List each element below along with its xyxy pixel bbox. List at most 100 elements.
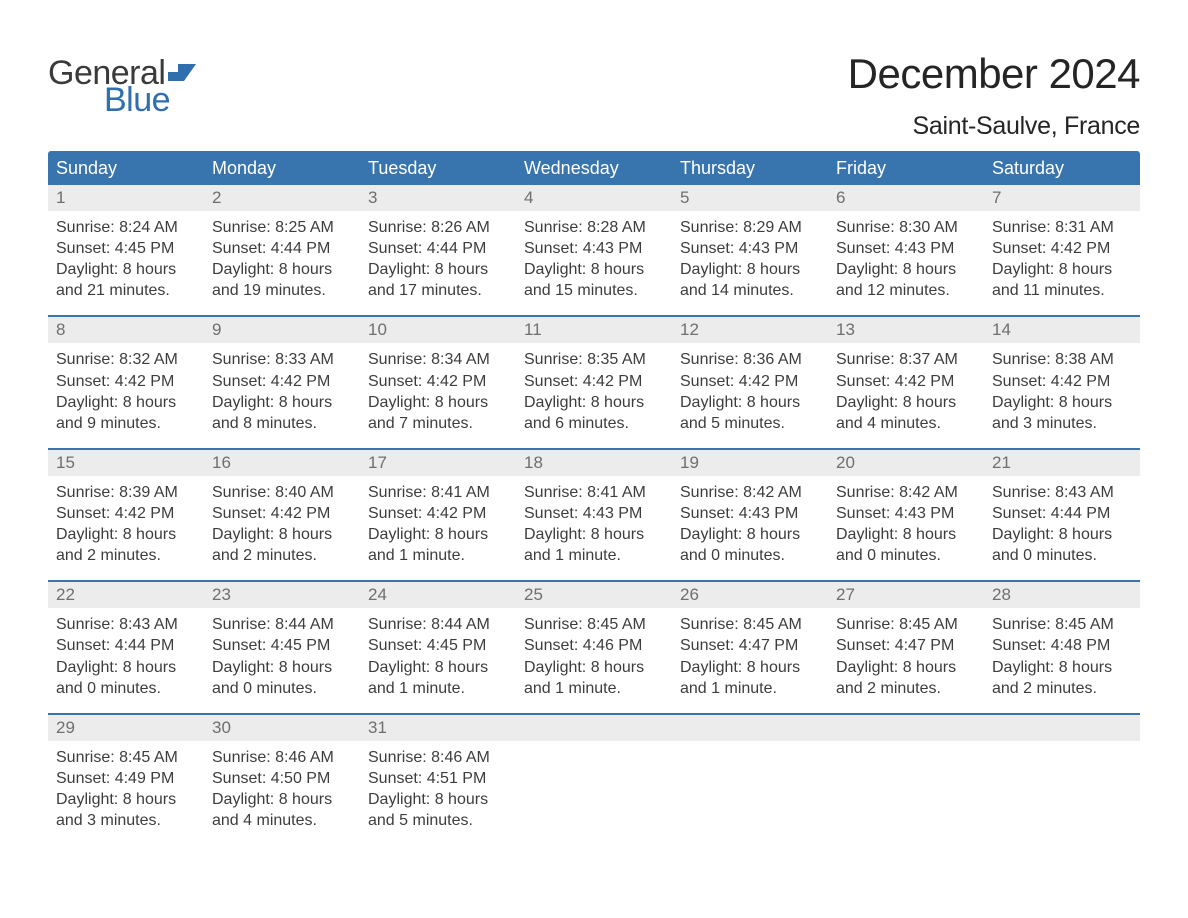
- day-line-sunset: Sunset: 4:47 PM: [836, 635, 978, 656]
- day-number-strip: 11: [516, 317, 672, 343]
- day-line-day2: and 15 minutes.: [524, 280, 666, 301]
- day-cell: 31Sunrise: 8:46 AMSunset: 4:51 PMDayligh…: [360, 715, 516, 845]
- day-line-day2: and 3 minutes.: [992, 413, 1134, 434]
- day-line-sunset: Sunset: 4:48 PM: [992, 635, 1134, 656]
- weeks-container: 1Sunrise: 8:24 AMSunset: 4:45 PMDaylight…: [48, 185, 1140, 845]
- day-line-day1: Daylight: 8 hours: [680, 392, 822, 413]
- day-line-sunset: Sunset: 4:42 PM: [836, 371, 978, 392]
- day-number: 6: [828, 185, 984, 211]
- page: General Blue December 2024 Saint-Saulve,…: [0, 0, 1188, 918]
- day-line-sunset: Sunset: 4:42 PM: [368, 371, 510, 392]
- weekday-header-row: Sunday Monday Tuesday Wednesday Thursday…: [48, 151, 1140, 185]
- day-number: 16: [204, 450, 360, 476]
- day-line-sunrise: Sunrise: 8:37 AM: [836, 349, 978, 370]
- day-line-sunset: Sunset: 4:42 PM: [212, 371, 354, 392]
- day-line-day2: and 0 minutes.: [836, 545, 978, 566]
- day-number: 4: [516, 185, 672, 211]
- day-line-sunrise: Sunrise: 8:33 AM: [212, 349, 354, 370]
- day-number: 23: [204, 582, 360, 608]
- day-cell: 28Sunrise: 8:45 AMSunset: 4:48 PMDayligh…: [984, 582, 1140, 712]
- day-cell: 16Sunrise: 8:40 AMSunset: 4:42 PMDayligh…: [204, 450, 360, 580]
- week-row: 22Sunrise: 8:43 AMSunset: 4:44 PMDayligh…: [48, 580, 1140, 712]
- day-line-sunrise: Sunrise: 8:46 AM: [212, 747, 354, 768]
- day-cell: 7Sunrise: 8:31 AMSunset: 4:42 PMDaylight…: [984, 185, 1140, 315]
- day-line-day1: Daylight: 8 hours: [212, 392, 354, 413]
- day-line-sunset: Sunset: 4:42 PM: [56, 371, 198, 392]
- day-line-day2: and 2 minutes.: [836, 678, 978, 699]
- day-line-sunset: Sunset: 4:42 PM: [368, 503, 510, 524]
- day-line-day1: Daylight: 8 hours: [992, 524, 1134, 545]
- day-number: 18: [516, 450, 672, 476]
- day-number-strip: 27: [828, 582, 984, 608]
- day-line-day2: and 17 minutes.: [368, 280, 510, 301]
- weekday-header: Monday: [204, 151, 360, 185]
- day-line-sunset: Sunset: 4:44 PM: [368, 238, 510, 259]
- day-line-day1: Daylight: 8 hours: [524, 392, 666, 413]
- day-number: 29: [48, 715, 204, 741]
- day-line-day1: Daylight: 8 hours: [368, 524, 510, 545]
- day-line-sunset: Sunset: 4:42 PM: [992, 238, 1134, 259]
- day-body: [516, 741, 672, 761]
- day-body: Sunrise: 8:41 AMSunset: 4:43 PMDaylight:…: [516, 476, 672, 580]
- day-line-sunset: Sunset: 4:43 PM: [524, 238, 666, 259]
- day-number: 27: [828, 582, 984, 608]
- day-number-strip: 20: [828, 450, 984, 476]
- brand-blue-text: Blue: [104, 83, 196, 117]
- day-line-day1: Daylight: 8 hours: [836, 657, 978, 678]
- calendar: Sunday Monday Tuesday Wednesday Thursday…: [48, 151, 1140, 845]
- day-number-strip: 24: [360, 582, 516, 608]
- day-line-day2: and 3 minutes.: [56, 810, 198, 831]
- day-number-strip: 12: [672, 317, 828, 343]
- day-line-sunset: Sunset: 4:43 PM: [524, 503, 666, 524]
- day-line-sunset: Sunset: 4:44 PM: [212, 238, 354, 259]
- day-line-sunset: Sunset: 4:44 PM: [56, 635, 198, 656]
- day-line-day1: Daylight: 8 hours: [680, 259, 822, 280]
- day-line-sunrise: Sunrise: 8:44 AM: [212, 614, 354, 635]
- day-line-day2: and 8 minutes.: [212, 413, 354, 434]
- day-body: [672, 741, 828, 761]
- day-number-strip: 21: [984, 450, 1140, 476]
- day-number: 21: [984, 450, 1140, 476]
- day-line-sunset: Sunset: 4:45 PM: [368, 635, 510, 656]
- day-line-day2: and 14 minutes.: [680, 280, 822, 301]
- day-line-day1: Daylight: 8 hours: [836, 259, 978, 280]
- day-line-day1: Daylight: 8 hours: [368, 789, 510, 810]
- day-body: Sunrise: 8:41 AMSunset: 4:42 PMDaylight:…: [360, 476, 516, 580]
- month-title: December 2024: [848, 50, 1140, 98]
- day-line-day1: Daylight: 8 hours: [836, 524, 978, 545]
- day-line-sunset: Sunset: 4:42 PM: [56, 503, 198, 524]
- day-cell: 17Sunrise: 8:41 AMSunset: 4:42 PMDayligh…: [360, 450, 516, 580]
- day-cell: 6Sunrise: 8:30 AMSunset: 4:43 PMDaylight…: [828, 185, 984, 315]
- day-line-day1: Daylight: 8 hours: [56, 259, 198, 280]
- day-line-sunrise: Sunrise: 8:41 AM: [368, 482, 510, 503]
- day-line-day1: Daylight: 8 hours: [56, 657, 198, 678]
- day-number: 8: [48, 317, 204, 343]
- day-number-strip: 18: [516, 450, 672, 476]
- day-line-day2: and 1 minute.: [368, 678, 510, 699]
- day-line-sunset: Sunset: 4:43 PM: [836, 503, 978, 524]
- day-line-sunset: Sunset: 4:45 PM: [56, 238, 198, 259]
- day-body: Sunrise: 8:45 AMSunset: 4:46 PMDaylight:…: [516, 608, 672, 712]
- day-cell: 21Sunrise: 8:43 AMSunset: 4:44 PMDayligh…: [984, 450, 1140, 580]
- day-cell: 24Sunrise: 8:44 AMSunset: 4:45 PMDayligh…: [360, 582, 516, 712]
- day-cell: 3Sunrise: 8:26 AMSunset: 4:44 PMDaylight…: [360, 185, 516, 315]
- day-body: Sunrise: 8:45 AMSunset: 4:49 PMDaylight:…: [48, 741, 204, 845]
- day-line-day2: and 4 minutes.: [836, 413, 978, 434]
- day-number: [984, 715, 1140, 741]
- day-body: Sunrise: 8:25 AMSunset: 4:44 PMDaylight:…: [204, 211, 360, 315]
- day-line-day2: and 0 minutes.: [992, 545, 1134, 566]
- day-line-sunrise: Sunrise: 8:25 AM: [212, 217, 354, 238]
- day-line-day2: and 1 minute.: [524, 678, 666, 699]
- day-line-day1: Daylight: 8 hours: [368, 259, 510, 280]
- day-line-day2: and 5 minutes.: [680, 413, 822, 434]
- day-body: Sunrise: 8:46 AMSunset: 4:50 PMDaylight:…: [204, 741, 360, 845]
- day-cell: 29Sunrise: 8:45 AMSunset: 4:49 PMDayligh…: [48, 715, 204, 845]
- day-number-strip: 15: [48, 450, 204, 476]
- day-number: 7: [984, 185, 1140, 211]
- flag-icon: [168, 61, 196, 85]
- day-number-strip: [516, 715, 672, 741]
- day-body: Sunrise: 8:46 AMSunset: 4:51 PMDaylight:…: [360, 741, 516, 845]
- week-row: 29Sunrise: 8:45 AMSunset: 4:49 PMDayligh…: [48, 713, 1140, 845]
- day-line-day1: Daylight: 8 hours: [992, 657, 1134, 678]
- day-body: Sunrise: 8:36 AMSunset: 4:42 PMDaylight:…: [672, 343, 828, 447]
